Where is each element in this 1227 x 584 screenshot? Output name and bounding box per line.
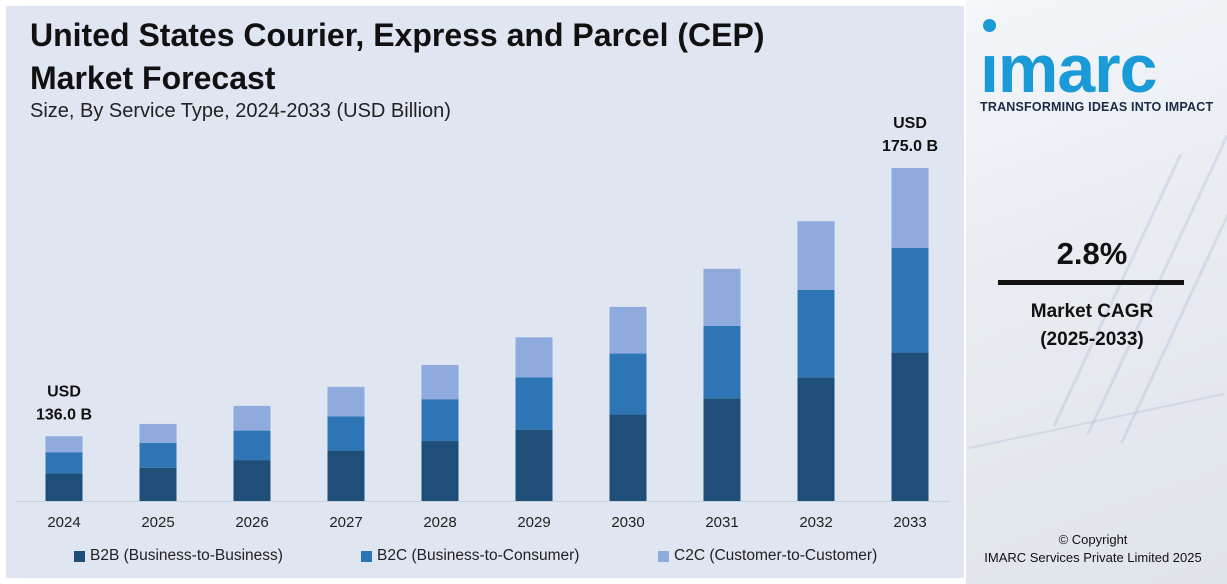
legend-item-b2b: B2B (Business-to-Business) bbox=[74, 547, 361, 565]
x-tick-label-2024: 2024 bbox=[47, 514, 80, 531]
bar-segment-2032-1 bbox=[797, 377, 835, 501]
bar-segment-2033-2 bbox=[891, 247, 929, 353]
legend-swatch-b2c bbox=[361, 550, 372, 562]
bar-segment-2025-2 bbox=[139, 442, 177, 468]
legend-swatch-c2c bbox=[658, 550, 669, 562]
bar-segment-2029-3 bbox=[515, 337, 553, 378]
x-tick-label-2026: 2026 bbox=[235, 514, 268, 531]
bar-segment-2028-1 bbox=[421, 441, 459, 501]
bar-segment-2030-1 bbox=[609, 414, 647, 501]
x-tick-label-2031: 2031 bbox=[705, 514, 738, 531]
stacked-bar-chart: 2024 2025 2026 2027 2028 2029 2030 2031 2032 2033… bbox=[16, 115, 950, 531]
cagr-divider bbox=[998, 280, 1184, 285]
legend-label-b2b: B2B (Business-to-Business) bbox=[90, 547, 283, 564]
legend-item-c2c: C2C (Customer-to-Customer) bbox=[658, 547, 877, 565]
bar-segment-2033-3 bbox=[891, 168, 929, 248]
legend-label-b2c: B2C (Business-to-Consumer) bbox=[377, 547, 580, 564]
bar-segment-2024-3 bbox=[45, 436, 83, 453]
chart-title: United States Courier, Express and Parce… bbox=[30, 17, 765, 96]
bar-segment-2026-3 bbox=[233, 405, 271, 431]
value-annotation-2033-2: 175.0 B bbox=[882, 138, 938, 155]
x-tick-label-2027: 2027 bbox=[329, 514, 362, 531]
x-tick-label-2029: 2029 bbox=[517, 514, 550, 531]
cagr-label-line1: Market CAGR bbox=[1030, 301, 1154, 322]
copyright: © Copyright IMARC Services Private Limit… bbox=[966, 531, 1220, 567]
cagr-value: 2.8% bbox=[1056, 236, 1128, 271]
bar-segment-2031-3 bbox=[703, 268, 741, 326]
value-annotation-2033-1: USD bbox=[893, 115, 927, 132]
bar-segment-2024-1 bbox=[45, 473, 83, 501]
bar-segment-2026-2 bbox=[233, 430, 271, 461]
chart-legend: B2B (Business-to-Business) B2C (Business… bbox=[74, 547, 877, 565]
bar-segment-2032-2 bbox=[797, 289, 835, 378]
x-tick-label-2025: 2025 bbox=[141, 514, 174, 531]
x-tick-label-2032: 2032 bbox=[799, 514, 832, 531]
bar-segment-2030-3 bbox=[609, 306, 647, 354]
bar-segment-2028-3 bbox=[421, 364, 459, 400]
x-tick-label-2030: 2030 bbox=[611, 514, 644, 531]
sidebar-panel: ımarc TRANSFORMING IDEAS INTO IMPACT 2.8… bbox=[966, 0, 1227, 584]
bar-segment-2027-3 bbox=[327, 386, 365, 417]
bar-segment-2032-3 bbox=[797, 221, 835, 290]
x-tick-label-2033: 2033 bbox=[893, 514, 926, 531]
legend-item-b2c: B2C (Business-to-Consumer) bbox=[361, 547, 658, 565]
value-annotation-2024-1: USD bbox=[47, 383, 81, 400]
bar-segment-2025-1 bbox=[139, 467, 177, 501]
bar-segment-2024-2 bbox=[45, 452, 83, 474]
bar-segment-2029-1 bbox=[515, 429, 553, 501]
bar-segment-2031-2 bbox=[703, 325, 741, 399]
x-tick-label-2028: 2028 bbox=[423, 514, 456, 531]
bar-segment-2031-1 bbox=[703, 398, 741, 501]
legend-swatch-b2b bbox=[74, 550, 85, 562]
legend-label-c2c: C2C (Customer-to-Customer) bbox=[674, 547, 878, 564]
bar-segment-2027-2 bbox=[327, 416, 365, 451]
logo-tagline: TRANSFORMING IDEAS INTO IMPACT bbox=[980, 100, 1214, 114]
bar-segment-2026-1 bbox=[233, 460, 271, 501]
bar-segment-2027-1 bbox=[327, 450, 365, 501]
logo-dot bbox=[983, 19, 996, 32]
copyright-line2: IMARC Services Private Limited 2025 bbox=[984, 550, 1202, 565]
value-annotation-2024-2: 136.0 B bbox=[36, 406, 92, 423]
imarc-logo: ımarc bbox=[980, 31, 1157, 107]
bar-segment-2028-2 bbox=[421, 399, 459, 442]
copyright-line1: © Copyright bbox=[1058, 532, 1128, 547]
bar-segment-2029-2 bbox=[515, 377, 553, 430]
bar-segment-2030-2 bbox=[609, 353, 647, 415]
bar-segment-2033-1 bbox=[891, 352, 929, 501]
bar-segment-2025-3 bbox=[139, 423, 177, 443]
cagr-label-line2: (2025-2033) bbox=[1040, 329, 1144, 350]
chart-subtitle: Size, By Service Type, 2024-2033 (USD Bi… bbox=[30, 100, 451, 122]
cagr-label: Market CAGR (2025-2033) bbox=[998, 298, 1186, 354]
